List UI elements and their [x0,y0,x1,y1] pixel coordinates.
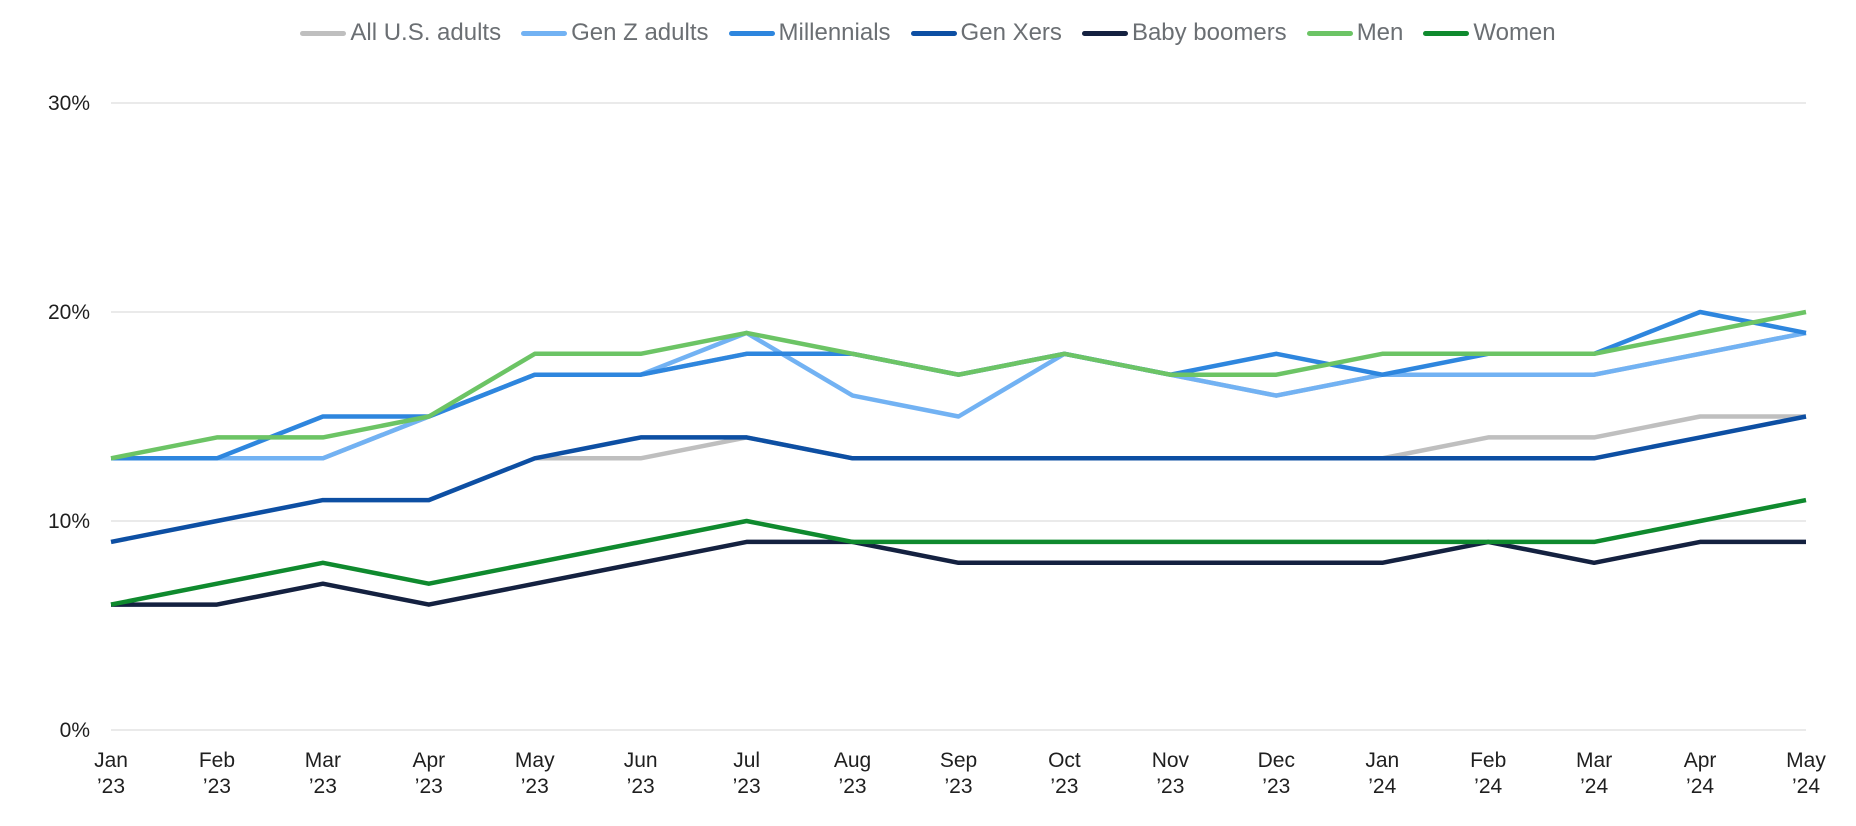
x-tick-label-6: Jul ’23 [733,749,761,798]
x-tick-label-13: Feb ’24 [1470,749,1506,798]
x-tick-year: ’23 [1262,775,1290,798]
x-tick-month: Sep [940,749,977,772]
x-tick-month: Feb [1470,749,1506,772]
x-tick-label-4: May ’23 [515,749,555,798]
x-tick-year: ’24 [1580,775,1608,798]
legend-label: Gen Z adults [571,19,709,46]
x-tick-month: Mar [305,749,341,772]
series-line-women [110,497,1807,607]
x-tick-month: Apr [1684,749,1717,772]
x-tick-year: ’23 [521,775,549,798]
legend-label: Women [1473,19,1556,46]
x-tick-label-15: Apr ’24 [1684,749,1717,798]
x-tick-label-10: Nov ’23 [1152,749,1190,798]
y-axis: 0% 10% 20% 30% [48,92,90,742]
x-tick-label-8: Sep ’23 [940,749,977,798]
x-tick-year: ’23 [97,775,125,798]
x-tick-year: ’23 [1156,775,1184,798]
x-tick-month: Oct [1048,749,1081,772]
x-tick-year: ’24 [1686,775,1714,798]
series-line-men [110,309,1807,461]
legend-swatch [521,30,568,36]
x-tick-year: ’24 [1792,775,1820,798]
y-tick-label-30: 30% [48,92,90,115]
x-tick-month: Mar [1576,749,1612,772]
x-tick-year: ’24 [1368,775,1396,798]
gridlines [111,102,1806,731]
legend-item-gen-z-adults: Gen Z adults [521,18,709,48]
legend-label: Millennials [778,19,891,46]
x-tick-label-0: Jan ’23 [94,749,128,798]
series-line-baby-boomers [111,539,1806,607]
legend-item-women: Women [1423,18,1556,48]
x-tick-label-16: May ’24 [1786,749,1826,798]
x-tick-year: ’24 [1474,775,1502,798]
x-tick-month: Jul [733,749,760,772]
x-tick-year: ’23 [627,775,655,798]
y-tick-label-20: 20% [48,301,90,324]
x-tick-month: Feb [199,749,235,772]
x-tick-label-1: Feb ’23 [199,749,235,798]
legend-label: All U.S. adults [350,19,502,46]
x-tick-month: May [515,749,555,772]
x-tick-year: ’23 [839,775,867,798]
x-tick-year: ’23 [309,775,337,798]
x-tick-label-7: Aug ’23 [834,749,871,798]
legend-item-millennials: Millennials [728,18,891,48]
x-tick-month: Jan [94,749,128,772]
x-tick-month: Jan [1365,749,1399,772]
x-tick-label-9: Oct ’23 [1048,749,1081,798]
x-tick-year: ’23 [203,775,231,798]
legend-swatch [1423,30,1470,36]
legend-label: Gen Xers [960,19,1062,46]
legend-swatch [1306,30,1353,36]
x-tick-month: May [1786,749,1826,772]
x-tick-label-5: Jun ’23 [624,749,658,798]
x-tick-month: Aug [834,749,871,772]
legend-swatch [1081,30,1128,36]
legend-item-baby-boomers: Baby boomers [1081,18,1287,48]
x-tick-year: ’23 [415,775,443,798]
legend-swatch [910,30,957,36]
series-line-gen-xers [110,414,1807,545]
x-tick-month: Apr [412,749,445,772]
x-axis: Jan ’23 Feb ’23 Mar ’23 Apr ’23 May ’23 Jun ’23 Jul ’… [94,749,1826,798]
y-tick-label-10: 10% [48,510,90,533]
x-tick-year: ’23 [733,775,761,798]
legend-swatch [728,30,775,36]
x-tick-month: Dec [1258,749,1295,772]
legend-item-gen-xers: Gen Xers [910,18,1062,48]
x-tick-year: ’23 [944,775,972,798]
x-tick-label-14: Mar ’24 [1576,749,1612,798]
legend-item-all-u-s-adults: All U.S. adults [300,18,501,48]
x-tick-label-3: Apr ’23 [412,749,445,798]
x-tick-month: Nov [1152,749,1190,772]
chart-legend: All U.S. adults Gen Z adults Millennials Ge… [0,18,1856,48]
legend-label: Baby boomers [1131,19,1287,46]
x-tick-month: Jun [624,749,658,772]
legend-swatch [300,30,347,36]
series-lines [110,309,1807,607]
x-tick-year: ’23 [1050,775,1078,798]
x-tick-label-2: Mar ’23 [305,749,341,798]
legend-item-men: Men [1306,18,1404,48]
y-tick-label-0: 0% [60,719,90,742]
legend-label: Men [1356,19,1404,46]
x-tick-label-12: Jan ’24 [1365,749,1399,798]
x-tick-label-11: Dec ’23 [1258,749,1295,798]
series-line-gen-z-adults [111,330,1807,461]
